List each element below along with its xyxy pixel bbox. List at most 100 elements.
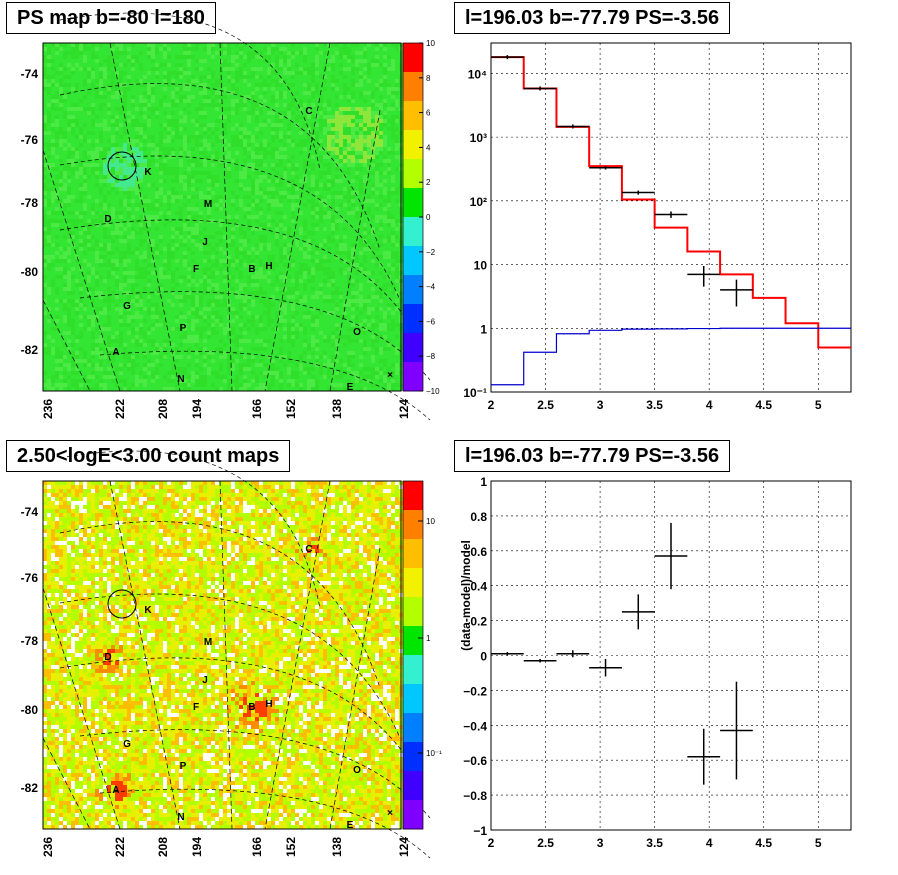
- map-pixel: [323, 227, 327, 231]
- map-pixel: [111, 159, 115, 163]
- map-pixel: [311, 151, 315, 155]
- map-pixel: [135, 235, 139, 239]
- map-pixel: [371, 143, 375, 147]
- map-pixel: [383, 251, 387, 255]
- map-pixel: [107, 243, 111, 247]
- map-pixel: [395, 223, 399, 227]
- map-pixel: [327, 227, 331, 231]
- map-pixel: [335, 55, 339, 59]
- map-pixel: [159, 263, 163, 267]
- map-pixel: [167, 251, 171, 255]
- map-pixel: [343, 55, 347, 59]
- map-pixel: [135, 227, 139, 231]
- map-pixel: [155, 215, 159, 219]
- map-pixel: [299, 103, 303, 107]
- map-pixel: [135, 79, 139, 83]
- map-pixel: [347, 195, 351, 199]
- map-pixel: [155, 195, 159, 199]
- map-pixel: [363, 83, 367, 87]
- map-pixel: [79, 99, 83, 103]
- map-pixel: [379, 175, 383, 179]
- map-pixel: [139, 67, 143, 71]
- map-pixel: [155, 131, 159, 135]
- map-pixel: [51, 67, 55, 71]
- map-pixel: [239, 119, 243, 123]
- map-pixel: [343, 187, 347, 191]
- map-pixel: [291, 163, 295, 167]
- map-pixel: [255, 243, 259, 247]
- map-pixel: [51, 231, 55, 235]
- map-pixel: [103, 179, 107, 183]
- map-pixel: [263, 199, 267, 203]
- map-pixel: [319, 47, 323, 51]
- map-pixel: [75, 235, 79, 239]
- map-pixel: [299, 243, 303, 247]
- map-pixel: [291, 243, 295, 247]
- map-pixel: [131, 123, 135, 127]
- map-pixel: [343, 167, 347, 171]
- map-pixel: [243, 147, 247, 151]
- map-pixel: [387, 211, 391, 215]
- map-pixel: [267, 195, 271, 199]
- map-pixel: [199, 127, 203, 131]
- map-pixel: [107, 147, 111, 151]
- map-pixel: [91, 95, 95, 99]
- map-pixel: [147, 119, 151, 123]
- map-pixel: [167, 47, 171, 51]
- map-pixel: [271, 179, 275, 183]
- map-pixel: [283, 87, 287, 91]
- map-pixel: [59, 259, 63, 263]
- map-pixel: [247, 251, 251, 255]
- map-pixel: [391, 67, 395, 71]
- map-pixel: [43, 231, 47, 235]
- map-pixel: [231, 175, 235, 179]
- map-pixel: [135, 95, 139, 99]
- map-pixel: [347, 239, 351, 243]
- map-pixel: [227, 207, 231, 211]
- map-pixel: [287, 191, 291, 195]
- map-pixel: [203, 211, 207, 215]
- map-pixel: [143, 131, 147, 135]
- map-pixel: [79, 119, 83, 123]
- map-pixel: [55, 203, 59, 207]
- map-pixel: [255, 255, 259, 259]
- map-pixel: [71, 63, 75, 67]
- map-pixel: [111, 43, 115, 47]
- map-pixel: [59, 63, 63, 67]
- map-pixel: [339, 47, 343, 51]
- map-pixel: [279, 79, 283, 83]
- map-pixel: [319, 131, 323, 135]
- map-pixel: [183, 211, 187, 215]
- map-pixel: [387, 127, 391, 131]
- map-pixel: [175, 83, 179, 87]
- map-pixel: [235, 175, 239, 179]
- map-pixel: [203, 147, 207, 151]
- map-pixel: [175, 151, 179, 155]
- map-pixel: [255, 179, 259, 183]
- map-pixel: [379, 187, 383, 191]
- map-pixel: [187, 195, 191, 199]
- map-pixel: [79, 239, 83, 243]
- map-pixel: [255, 123, 259, 127]
- map-pixel: [347, 79, 351, 83]
- map-pixel: [151, 195, 155, 199]
- map-pixel: [139, 151, 143, 155]
- map-pixel: [327, 175, 331, 179]
- map-pixel: [171, 187, 175, 191]
- map-pixel: [191, 159, 195, 163]
- map-pixel: [203, 175, 207, 179]
- map-pixel: [223, 51, 227, 55]
- map-pixel: [347, 259, 351, 263]
- map-pixel: [135, 223, 139, 227]
- map-pixel: [115, 255, 119, 259]
- map-pixel: [303, 195, 307, 199]
- map-pixel: [99, 199, 103, 203]
- map-pixel: [211, 219, 215, 223]
- map-pixel: [355, 127, 359, 131]
- map-pixel: [355, 55, 359, 59]
- map-pixel: [59, 107, 63, 111]
- map-pixel: [327, 139, 331, 143]
- map-pixel: [223, 47, 227, 51]
- map-pixel: [271, 55, 275, 59]
- map-pixel: [383, 239, 387, 243]
